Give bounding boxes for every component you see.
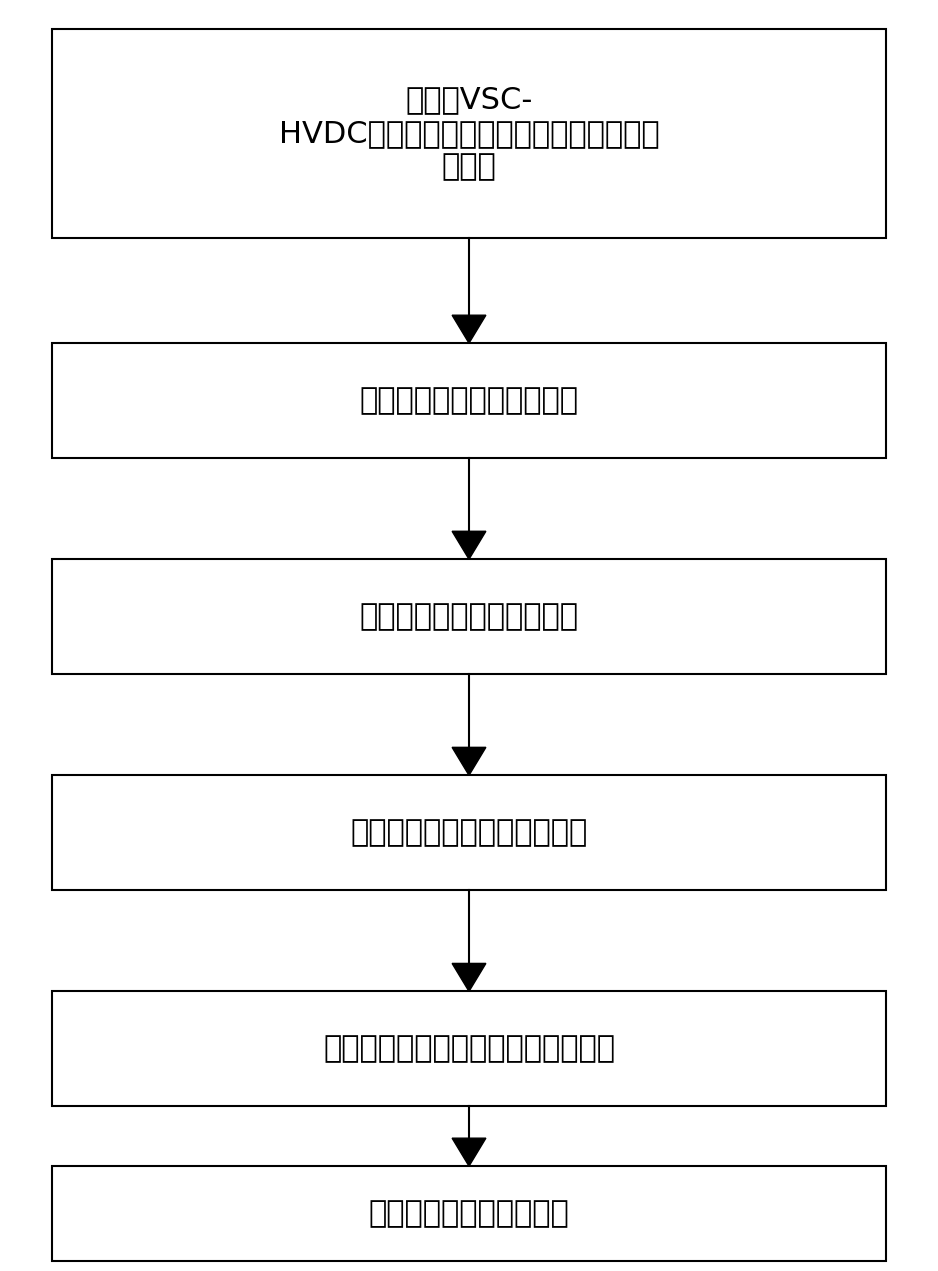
Text: 进入方向校正及参数优化环节: 进入方向校正及参数优化环节 [351,819,587,846]
Polygon shape [452,1139,486,1167]
Bar [52,991,886,1106]
Text: 进入安全校验环节进行静态安全分析: 进入安全校验环节进行静态安全分析 [323,1035,615,1063]
Text: 进入预测环节求解预测方程: 进入预测环节求解预测方程 [359,386,579,414]
Bar [52,1167,886,1261]
Bar [52,559,886,674]
Text: 进入校正环节求解修正方程: 进入校正环节求解修正方程 [359,602,579,630]
Text: 校验是否到达电压崩溃点: 校验是否到达电压崩溃点 [369,1200,569,1228]
Polygon shape [452,315,486,343]
Text: 建立含VSC-
HVDC交直流系统的多目标最大输电能力计
算模型: 建立含VSC- HVDC交直流系统的多目标最大输电能力计 算模型 [279,85,659,182]
Bar [52,28,886,239]
Polygon shape [452,963,486,991]
Bar [52,775,886,890]
Polygon shape [452,747,486,775]
Bar [52,343,886,458]
Polygon shape [452,531,486,559]
